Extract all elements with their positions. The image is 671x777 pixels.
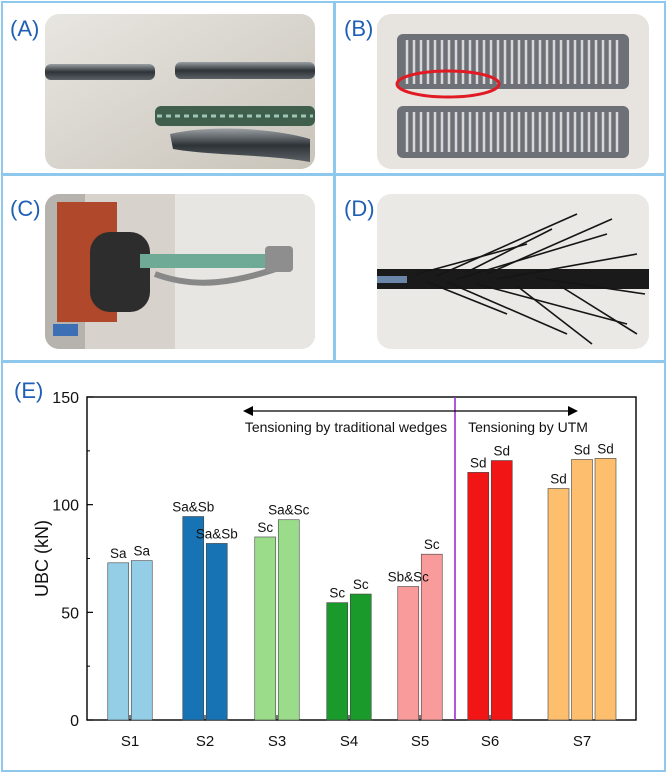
annotation-traditional-wedges: Tensioning by traditional wedges [245, 419, 447, 435]
bar-data-label: Sa&Sb [172, 500, 214, 515]
photo-wedge-halves [377, 14, 649, 169]
panel-label-a: (A) [10, 16, 40, 41]
bar-s5-1 [397, 586, 420, 721]
bar-data-label: Sa [133, 544, 150, 559]
bar-s7-2 [571, 459, 593, 721]
bar-s2-1 [182, 516, 205, 721]
y-tick-label: 50 [61, 605, 79, 622]
bar-data-label: Sd [470, 455, 487, 470]
bar-s7-3 [594, 458, 617, 721]
arrow-head-right [568, 406, 578, 416]
bar-s2-2 [205, 543, 228, 721]
divider-col1 [333, 1, 336, 362]
arrow-head-left [243, 406, 253, 416]
y-tick-label: 100 [52, 498, 79, 515]
photo-broken-tendon [45, 14, 315, 169]
x-tick-label: S4 [340, 733, 358, 750]
x-tick-label: S6 [481, 733, 499, 750]
bar-s5-2 [420, 553, 443, 721]
bar-s3-2 [277, 519, 300, 721]
bar-s4-2 [349, 593, 372, 721]
bar-data-label: Sc [424, 537, 440, 552]
y-axis-label: UBC (kN) [32, 520, 52, 597]
bar-data-label: Sd [597, 441, 614, 456]
x-tick-label: S3 [268, 733, 286, 750]
photo-frayed-fibres [377, 194, 649, 349]
x-tick-label: S2 [196, 733, 214, 750]
y-tick-label: 150 [52, 390, 79, 407]
x-tick-label: S1 [121, 733, 139, 750]
annotation-utm: Tensioning by UTM [468, 419, 588, 435]
bar-data-label: Sd [493, 444, 510, 459]
x-tick-label: S5 [411, 733, 429, 750]
bar-data-label: Sd [550, 472, 567, 487]
panel-label-d: (D) [344, 196, 375, 221]
bar-s7-1 [547, 488, 570, 721]
bar-data-label: Sa&Sb [196, 526, 238, 541]
panel-label-b: (B) [344, 16, 374, 41]
y-tick-label: 0 [70, 713, 79, 730]
bar-s6-1 [467, 472, 490, 721]
bar-data-label: Sc [257, 520, 273, 535]
panel-label-c: (C) [10, 196, 41, 221]
panel-label-e: (E) [14, 378, 44, 403]
highlight-ellipse [395, 69, 501, 99]
bar-s4-1 [326, 602, 349, 721]
bar-data-label: Sa&Sc [268, 503, 310, 518]
bar-data-label: Sb&Sc [388, 569, 430, 584]
bar-data-label: Sa [110, 546, 127, 561]
bar-data-label: Sc [353, 577, 369, 592]
photo-test-setup [45, 194, 315, 349]
bar-data-label: Sc [329, 586, 345, 601]
x-tick-label: S7 [573, 733, 591, 750]
bar-data-label: Sd [574, 442, 591, 457]
bar-s1-2 [130, 560, 153, 721]
bar-s1-1 [107, 562, 130, 721]
bar-s6-2 [490, 460, 513, 721]
bar-s3-1 [254, 536, 277, 721]
